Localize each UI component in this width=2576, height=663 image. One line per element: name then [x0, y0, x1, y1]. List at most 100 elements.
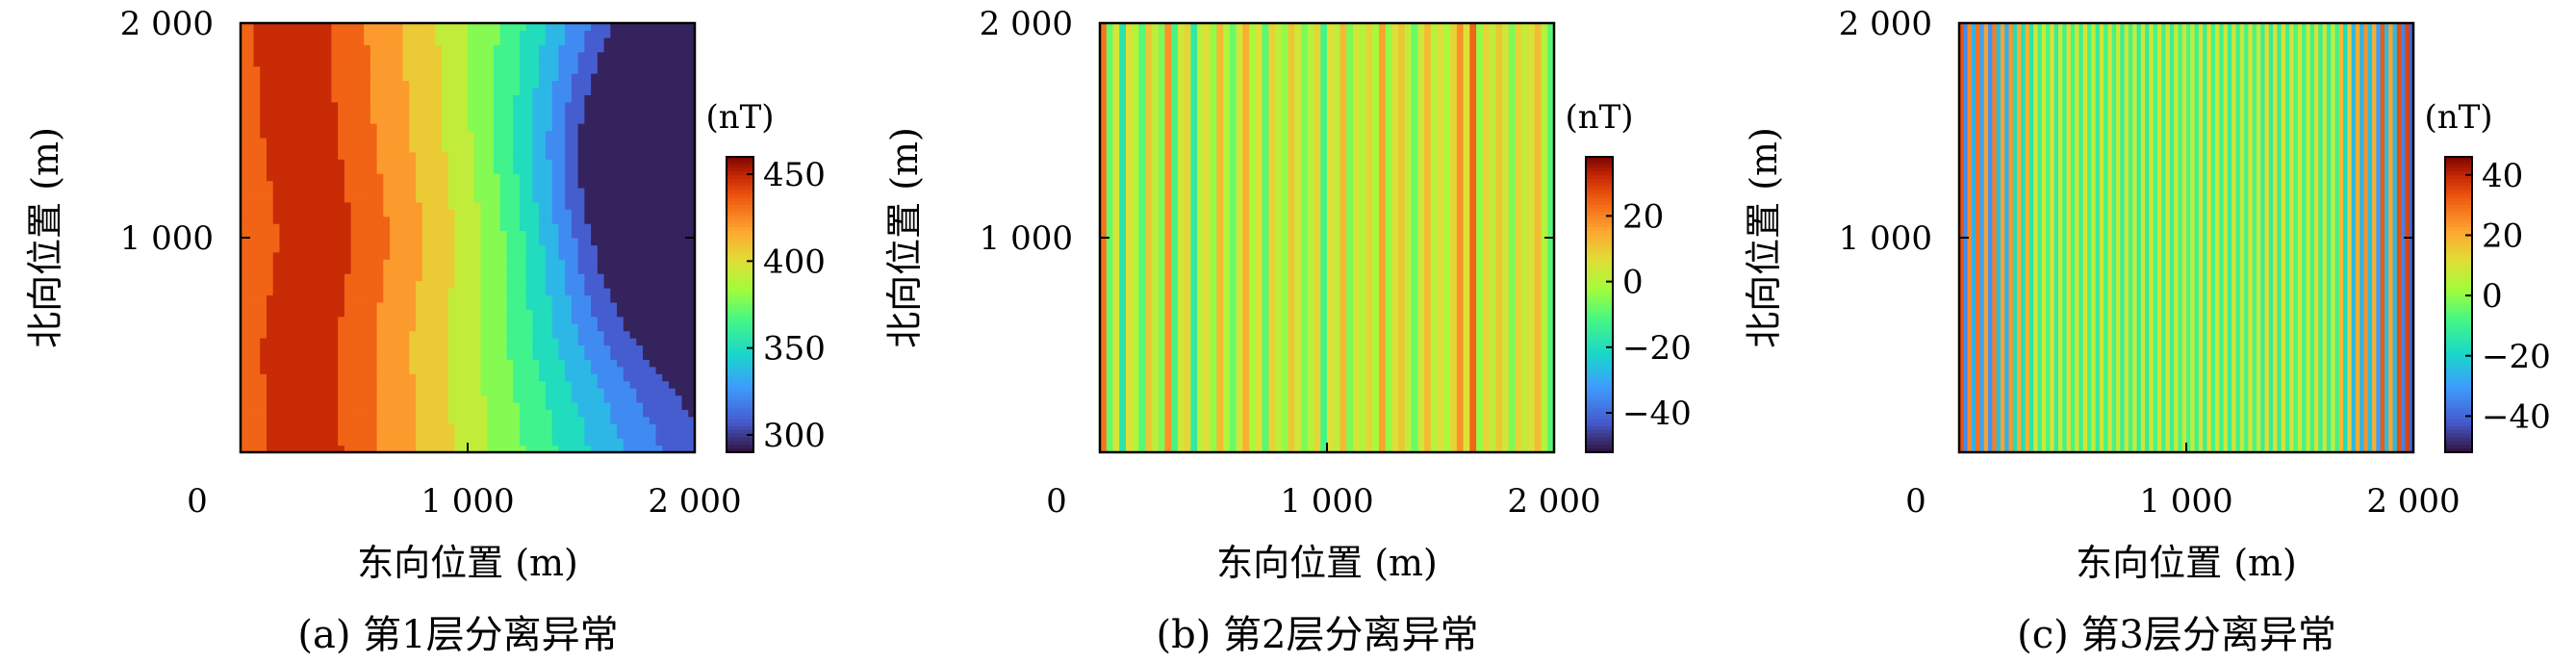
heatmap-cell [292, 344, 300, 353]
heatmap-cell [409, 409, 417, 418]
heatmap-cell [416, 401, 423, 410]
heatmap-cell [506, 144, 514, 153]
heatmap-stripe [2256, 23, 2261, 452]
heatmap-cell [402, 344, 410, 353]
heatmap-cell [402, 373, 410, 382]
heatmap-cell [577, 359, 585, 368]
heatmap-cell [577, 373, 585, 382]
heatmap-cell [383, 323, 391, 332]
heatmap-cell [623, 123, 631, 132]
heatmap-cell [324, 137, 332, 145]
heatmap-cell [395, 238, 404, 246]
heatmap-cell [266, 166, 274, 174]
heatmap-cell [597, 359, 605, 368]
heatmap-cell [662, 380, 670, 389]
heatmap-cell [473, 216, 482, 224]
heatmap-cell [473, 159, 482, 167]
heatmap-cell [610, 351, 618, 360]
heatmap-stripe [1210, 23, 1217, 452]
heatmap-cell [370, 351, 378, 360]
heatmap-cell [565, 23, 573, 32]
heatmap-cell [539, 144, 547, 153]
heatmap-cell [428, 137, 436, 145]
heatmap-cell [395, 380, 404, 389]
heatmap-cell [442, 373, 449, 382]
heatmap-cell [338, 409, 345, 418]
colorbar-segment [727, 300, 753, 306]
heatmap-cell [246, 344, 255, 353]
heatmap-cell [272, 65, 281, 74]
heatmap-cell [629, 388, 637, 396]
heatmap-cell [272, 109, 281, 117]
heatmap-cell [292, 323, 300, 332]
heatmap-cell [629, 151, 637, 160]
heatmap-cell [454, 423, 462, 432]
heatmap-cell [292, 316, 300, 324]
colorbar-segment [2445, 385, 2472, 391]
heatmap-cell [499, 94, 508, 103]
heatmap-cell [525, 244, 534, 253]
heatmap-cell [499, 173, 508, 182]
heatmap-cell [525, 94, 534, 103]
heatmap-cell [617, 23, 625, 32]
heatmap-cell [480, 101, 488, 110]
heatmap-cell [623, 223, 631, 232]
heatmap-cell [253, 230, 261, 239]
heatmap-cell [447, 280, 456, 289]
heatmap-cell [376, 273, 384, 282]
heatmap-cell [272, 209, 281, 217]
heatmap-stripe [2046, 23, 2051, 452]
heatmap-cell [565, 323, 573, 332]
heatmap-cell [643, 94, 650, 103]
heatmap-cell [298, 209, 307, 217]
heatmap-stripe [1502, 23, 1510, 452]
heatmap-cell [473, 201, 482, 210]
heatmap-cell [421, 166, 430, 174]
heatmap-cell [383, 288, 391, 296]
heatmap-cell [461, 51, 469, 60]
heatmap-cell [370, 330, 378, 339]
heatmap-cell [655, 359, 663, 368]
heatmap-cell [266, 323, 274, 332]
heatmap-cell [364, 238, 371, 246]
heatmap-cell [461, 344, 469, 353]
heatmap-cell [331, 259, 339, 268]
heatmap-cell [246, 230, 255, 239]
heatmap-stripe [1190, 23, 1198, 452]
heatmap-cell [272, 359, 281, 368]
heatmap-cell [421, 209, 430, 217]
heatmap-cell [506, 409, 514, 418]
heatmap-stripe [1307, 23, 1315, 452]
heatmap-cell [688, 395, 696, 403]
colorbar-segment [2445, 157, 2472, 162]
heatmap-cell [338, 166, 345, 174]
heatmap-cell [409, 273, 417, 282]
heatmap-cell [305, 115, 313, 124]
heatmap-cell [454, 30, 462, 38]
heatmap-cell [447, 409, 456, 418]
colorbar-segment [1586, 274, 1613, 280]
heatmap-cell [338, 123, 345, 132]
colorbar-segment [1586, 216, 1613, 220]
heatmap-cell [688, 80, 696, 89]
heatmap-cell [539, 137, 547, 145]
heatmap-cell [241, 401, 248, 410]
heatmap-cell [681, 373, 689, 382]
heatmap-cell [344, 209, 352, 217]
heatmap-cell [551, 194, 559, 203]
heatmap-cell [499, 351, 508, 360]
heatmap-cell [246, 30, 255, 38]
heatmap-cell [357, 23, 365, 32]
colorbar-segment [2445, 193, 2472, 198]
heatmap-cell [493, 373, 501, 382]
heatmap-cell [461, 288, 469, 296]
colorbar-segment [2445, 367, 2472, 372]
colorbar-segment [727, 182, 753, 188]
heatmap-cell [344, 395, 352, 403]
heatmap-cell [416, 37, 423, 45]
heatmap-cell [292, 388, 300, 396]
colorbar-tick-label: −20 [2482, 338, 2551, 376]
heatmap-cell [305, 159, 313, 167]
heatmap-cell [617, 294, 625, 303]
heatmap-cell [565, 445, 573, 453]
